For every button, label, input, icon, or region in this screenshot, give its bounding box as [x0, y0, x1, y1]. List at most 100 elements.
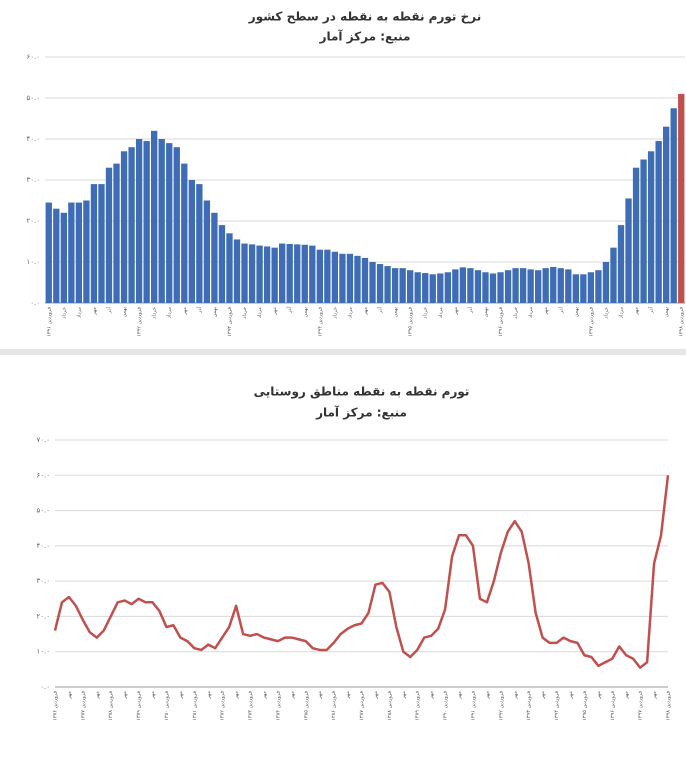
x-tick-label: فروردین ۱۳۹۶ [610, 690, 616, 720]
bar [437, 273, 444, 303]
bar [550, 266, 557, 303]
bar [580, 274, 587, 303]
x-tick-label: مهر [94, 691, 100, 700]
bar [602, 262, 610, 303]
bar [98, 184, 105, 303]
x-tick-label: فروردین ۱۳۹۳ [526, 690, 532, 720]
y-tick-label: ۲۰.۰ [26, 217, 40, 225]
bar [595, 270, 602, 303]
bar [670, 108, 677, 303]
bar [610, 247, 617, 303]
x-tick-label: فروردین ۱۳۹۲ [137, 306, 143, 336]
bar [248, 244, 256, 303]
bar [241, 243, 248, 303]
x-tick-label: بهمن [664, 307, 670, 317]
bar [444, 272, 451, 303]
bar [459, 267, 467, 303]
bar [655, 141, 662, 303]
x-tick-label: فروردین ۱۳۹۸ [679, 306, 685, 336]
bar [331, 251, 339, 303]
x-tick-label: فروردین ۱۳۸۹ [415, 690, 421, 720]
y-tick-label: ۷۰.۰ [36, 436, 50, 444]
y-tick-label: ۴۰.۰ [26, 135, 40, 143]
x-tick-label: خرداد [423, 307, 429, 319]
x-tick-label: مهر [178, 691, 184, 700]
bar [166, 143, 173, 303]
x-tick-label: مهر [429, 691, 435, 700]
bar [279, 243, 286, 303]
x-tick-label: فروردین ۱۳۹۱ [470, 690, 476, 720]
x-tick-label: مهر [543, 307, 549, 316]
bar [391, 268, 399, 303]
bar [301, 244, 308, 303]
bar [324, 249, 331, 303]
x-tick-label: فروردین ۱۳۹۸ [666, 690, 672, 720]
x-tick-label: مهر [66, 691, 72, 700]
bar [151, 130, 158, 303]
bar [482, 272, 489, 303]
x-tick-label: فروردین ۱۳۹۶ [498, 306, 504, 336]
x-tick-label: مهر [634, 307, 640, 316]
x-tick-label: فروردین ۱۳۹۷ [588, 306, 594, 336]
x-tick-label: مهر [373, 691, 379, 700]
bar [120, 151, 128, 303]
y-tick-label: ۳۰.۰ [26, 176, 40, 184]
x-tick-label: مهر [484, 691, 490, 700]
bar [45, 202, 52, 303]
bar [294, 244, 301, 303]
x-tick-label: مهر [363, 307, 369, 316]
x-tick-label: فروردین ۱۳۹۲ [498, 690, 504, 720]
bar [542, 268, 549, 303]
bar [113, 163, 120, 303]
y-tick-label: ۵۰.۰ [36, 507, 50, 515]
y-tick-label: ۳۰.۰ [36, 577, 50, 585]
x-tick-label: مهر [261, 691, 267, 700]
bar [572, 274, 579, 303]
bar [188, 180, 195, 303]
x-tick-label: آذر [557, 306, 564, 314]
x-tick-label: مهر [624, 691, 630, 700]
x-tick-label: بهمن [483, 307, 489, 317]
x-tick-label: فروردین ۱۳۷۷ [80, 690, 86, 720]
bar [203, 200, 211, 303]
bar [128, 147, 135, 303]
bar [647, 151, 655, 303]
bar [90, 184, 98, 303]
x-tick-label: مرداد [167, 307, 173, 319]
x-tick-label: فروردین ۱۳۸۴ [275, 690, 281, 720]
x-tick-label: فروردین ۱۳۸۰ [164, 690, 170, 720]
x-tick-label: فروردین ۱۳۸۸ [387, 690, 393, 720]
x-tick-label: مهر [91, 307, 97, 316]
x-tick-label: فروردین ۱۳۹۷ [638, 690, 644, 720]
x-tick-label: مرداد [619, 307, 625, 319]
y-tick-label: ۶۰.۰ [36, 471, 50, 479]
x-tick-label: فروردین ۱۳۹۵ [408, 306, 414, 336]
bar [527, 269, 534, 303]
chart-title: تورم نقطه به نقطه مناطق روستایی [254, 385, 470, 400]
x-tick-label: مهر [652, 691, 658, 700]
x-tick-label: آذر [286, 306, 293, 314]
x-tick-label: خرداد [61, 307, 67, 319]
bar [158, 139, 165, 303]
x-tick-label: مهر [568, 691, 574, 700]
x-tick-label: مهر [457, 691, 463, 700]
bar [181, 163, 188, 303]
x-tick-label: مهر [182, 307, 188, 316]
x-tick-label: مهر [234, 691, 240, 700]
bar [53, 208, 60, 303]
x-tick-label: مهر [345, 691, 351, 700]
x-tick-label: مهر [401, 691, 407, 700]
line-series [53, 475, 670, 669]
x-tick-label: فروردین ۱۳۸۳ [248, 690, 254, 720]
x-tick-label: فروردین ۱۳۸۲ [220, 690, 226, 720]
bar [467, 268, 474, 303]
bar [557, 268, 564, 303]
bar [617, 225, 625, 303]
bar [519, 268, 527, 303]
bar [286, 243, 293, 303]
x-tick-label: فروردین ۱۳۷۹ [136, 690, 142, 720]
bar [263, 246, 271, 303]
bar [384, 266, 391, 303]
x-tick-label: بهمن [393, 307, 399, 317]
bar [640, 159, 647, 303]
